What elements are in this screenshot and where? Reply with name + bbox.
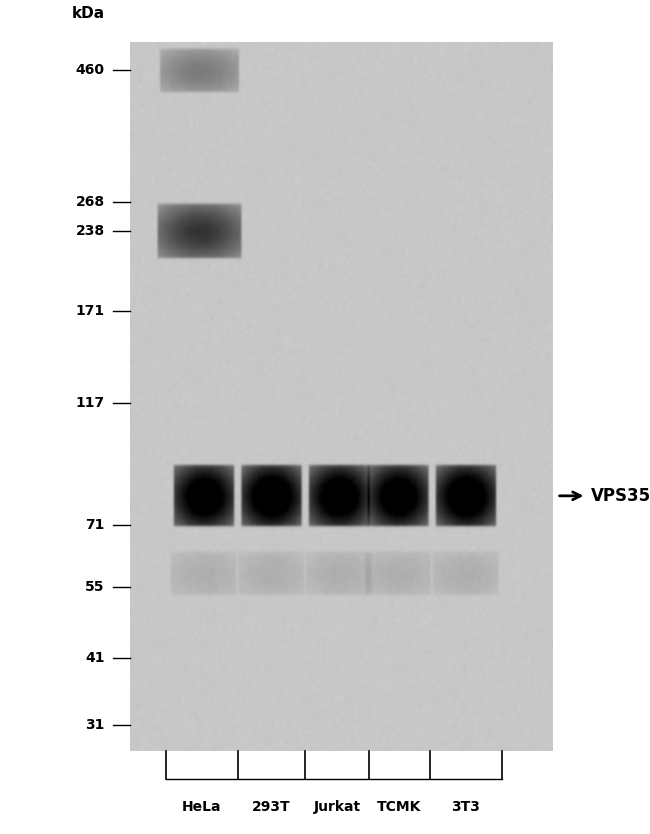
Text: VPS35: VPS35 — [591, 487, 650, 505]
Text: 117: 117 — [75, 396, 105, 409]
Text: 71: 71 — [85, 518, 105, 531]
Text: 238: 238 — [75, 224, 105, 239]
Text: TCMK: TCMK — [377, 801, 422, 814]
Text: HeLa: HeLa — [182, 801, 222, 814]
Text: kDa: kDa — [72, 6, 105, 21]
Text: 3T3: 3T3 — [452, 801, 480, 814]
Text: 55: 55 — [85, 580, 105, 594]
Text: Jurkat: Jurkat — [313, 801, 361, 814]
Text: 460: 460 — [75, 63, 105, 78]
Text: 41: 41 — [85, 651, 105, 665]
Text: 31: 31 — [85, 718, 105, 732]
Text: 171: 171 — [75, 304, 105, 318]
Text: 293T: 293T — [252, 801, 291, 814]
Text: 268: 268 — [75, 195, 105, 209]
